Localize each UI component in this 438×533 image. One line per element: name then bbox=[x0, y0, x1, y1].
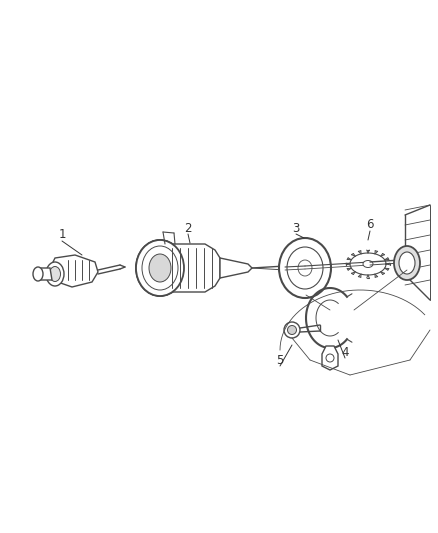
Ellipse shape bbox=[287, 247, 323, 289]
Text: 6: 6 bbox=[366, 219, 374, 231]
Polygon shape bbox=[322, 346, 338, 370]
Polygon shape bbox=[50, 255, 98, 287]
Ellipse shape bbox=[49, 266, 60, 281]
Ellipse shape bbox=[298, 260, 312, 276]
Text: 5: 5 bbox=[276, 353, 284, 367]
Text: 4: 4 bbox=[341, 345, 349, 359]
Polygon shape bbox=[220, 258, 252, 278]
Polygon shape bbox=[38, 268, 52, 280]
Ellipse shape bbox=[149, 254, 171, 282]
Ellipse shape bbox=[279, 238, 331, 298]
Ellipse shape bbox=[284, 322, 300, 338]
Ellipse shape bbox=[149, 254, 171, 282]
Ellipse shape bbox=[142, 246, 178, 290]
Ellipse shape bbox=[136, 240, 184, 296]
Text: 2: 2 bbox=[184, 222, 192, 235]
Ellipse shape bbox=[399, 252, 415, 274]
Ellipse shape bbox=[136, 240, 184, 296]
Ellipse shape bbox=[33, 267, 43, 281]
Text: 1: 1 bbox=[58, 229, 66, 241]
Text: 3: 3 bbox=[292, 222, 300, 235]
Polygon shape bbox=[398, 255, 410, 268]
Polygon shape bbox=[160, 244, 220, 292]
Ellipse shape bbox=[394, 246, 420, 280]
Ellipse shape bbox=[142, 246, 178, 290]
Ellipse shape bbox=[46, 262, 64, 286]
Ellipse shape bbox=[287, 326, 297, 335]
Ellipse shape bbox=[326, 354, 334, 362]
Ellipse shape bbox=[363, 261, 373, 268]
